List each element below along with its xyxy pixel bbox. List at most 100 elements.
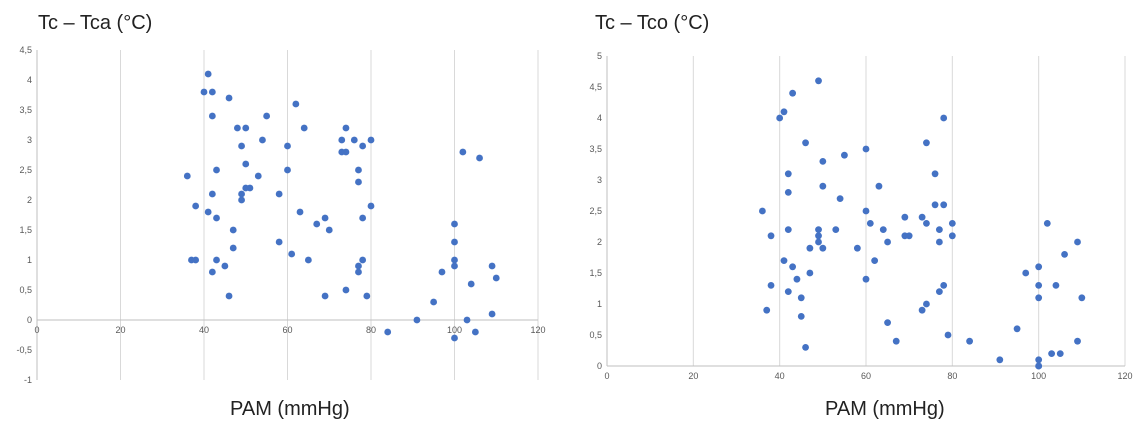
right-data-point — [871, 257, 879, 264]
left-y-tick-label: 2,5 — [19, 165, 32, 175]
right-data-point — [866, 220, 874, 227]
left-data-point — [300, 124, 308, 132]
right-x-tick-label: 60 — [861, 371, 871, 381]
left-y-tick-label: -0,5 — [16, 345, 32, 355]
left-data-point — [467, 280, 475, 288]
left-data-point — [304, 256, 312, 264]
left-data-point — [367, 202, 375, 210]
left-data-point — [363, 292, 371, 300]
right-data-point — [1035, 263, 1043, 271]
right-data-point — [918, 213, 926, 221]
right-data-point — [884, 238, 891, 246]
left-data-point — [325, 226, 333, 234]
right-data-point — [806, 244, 814, 252]
left-data-point — [284, 142, 291, 150]
left-x-tick-label: 40 — [199, 325, 209, 335]
left-data-point — [359, 142, 367, 150]
right-data-point — [935, 226, 943, 234]
left-data-point — [384, 328, 392, 336]
left-data-point — [200, 88, 208, 96]
left-data-point — [238, 190, 245, 198]
right-data-point — [780, 108, 788, 116]
right-data-point — [884, 319, 891, 326]
left-data-point — [367, 136, 375, 144]
right-data-point — [1074, 337, 1081, 345]
right-data-point — [1043, 220, 1051, 227]
right-x-tick-label: 20 — [688, 371, 698, 381]
right-data-point — [862, 207, 870, 215]
chart-title-right: Tc – Tco (°C) — [595, 12, 710, 34]
right-data-point — [1022, 269, 1030, 277]
left-data-point — [204, 208, 212, 216]
right-data-point — [940, 114, 948, 122]
right-data-point — [944, 331, 952, 339]
right-data-point — [793, 275, 801, 283]
left-data-point — [204, 70, 212, 78]
left-y-tick-label: 3 — [27, 135, 32, 145]
left-x-tick-label: 60 — [282, 325, 292, 335]
left-data-point — [275, 238, 283, 246]
right-data-point — [853, 244, 861, 252]
left-data-point — [242, 124, 250, 132]
right-y-tick-label: 1 — [597, 299, 602, 309]
right-data-point — [836, 195, 844, 203]
right-data-point — [940, 201, 948, 209]
left-data-point — [254, 172, 262, 180]
left-y-tick-label: 0 — [27, 315, 32, 325]
right-data-point — [784, 189, 792, 196]
left-data-point — [263, 112, 271, 120]
left-data-point — [492, 274, 500, 282]
left-data-point — [488, 310, 496, 318]
right-data-point — [819, 244, 827, 252]
right-data-point — [789, 263, 797, 271]
left-y-tick-label: 4 — [27, 75, 32, 85]
right-data-point — [862, 275, 870, 283]
right-data-point — [931, 170, 939, 178]
left-x-tick-label: 100 — [447, 325, 462, 335]
right-data-point — [797, 294, 805, 302]
right-data-point — [1061, 251, 1068, 258]
left-data-point — [221, 262, 229, 270]
right-data-point — [784, 288, 792, 295]
right-data-point — [905, 232, 913, 240]
right-data-point — [948, 232, 956, 240]
left-data-point — [259, 136, 266, 144]
right-data-point — [1013, 325, 1021, 333]
chart-panel-right: Tc – Tco (°C) 0 0,5 1 1,5 2 2,5 3 3,5 4 4,5 5 0 20 40… — [570, 0, 1137, 421]
right-data-point — [1035, 294, 1043, 302]
right-y-tick-label: 0 — [597, 361, 602, 371]
left-data-point — [355, 262, 362, 270]
right-data-point — [815, 232, 822, 240]
left-data-point — [488, 262, 496, 270]
right-data-point — [841, 151, 848, 159]
left-data-point — [296, 208, 304, 216]
right-data-point — [776, 114, 784, 122]
right-data-point — [918, 306, 926, 314]
left-data-point — [355, 166, 362, 174]
right-y-tick-label: 2,5 — [589, 206, 602, 216]
right-y-tick-label: 2 — [597, 237, 602, 247]
left-data-point — [451, 256, 458, 264]
right-x-tick-label: 120 — [1117, 371, 1132, 381]
right-x-tick-label: 100 — [1031, 371, 1046, 381]
right-data-point — [1035, 356, 1043, 364]
left-data-point — [430, 298, 438, 306]
left-data-point — [342, 286, 350, 294]
right-y-tick-label: 3 — [597, 175, 602, 185]
left-x-tick-label: 80 — [366, 325, 376, 335]
right-data-point — [815, 226, 822, 234]
right-y-tick-label: 1,5 — [589, 268, 602, 278]
left-data-point — [359, 214, 367, 222]
left-data-point — [451, 220, 458, 228]
left-data-point — [238, 142, 245, 150]
left-data-point — [213, 256, 220, 264]
right-data-point — [819, 182, 827, 190]
right-data-point — [815, 238, 822, 246]
left-data-point — [242, 160, 250, 168]
left-data-point — [438, 268, 446, 276]
left-data-point — [213, 214, 220, 222]
right-data-point — [806, 269, 814, 277]
left-data-point — [229, 244, 237, 252]
right-data-point — [815, 77, 822, 85]
right-data-point — [759, 207, 766, 215]
